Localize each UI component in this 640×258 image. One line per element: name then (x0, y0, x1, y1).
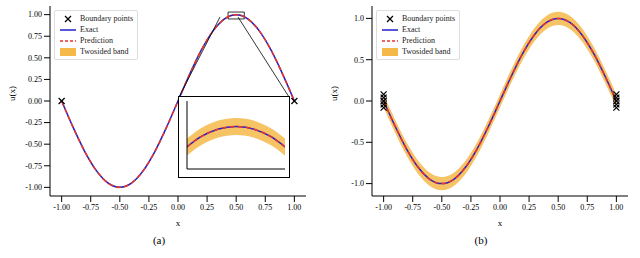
html-text:Boundary points: Boundary points (80, 13, 134, 23)
svg-text:u(x): u(x) (8, 86, 17, 101)
svg-text:0.50: 0.50 (551, 203, 565, 212)
svg-text:0.0: 0.0 (354, 97, 364, 106)
svg-text:-0.75: -0.75 (82, 203, 99, 212)
svg-text:1.00: 1.00 (609, 203, 623, 212)
svg-text:x: x (176, 218, 181, 226)
svg-text:-0.50: -0.50 (433, 203, 450, 212)
svg-text:0.75: 0.75 (28, 32, 42, 41)
svg-text:-1.00: -1.00 (25, 183, 42, 192)
svg-text:0.50: 0.50 (28, 54, 42, 63)
svg-text:0.25: 0.25 (522, 203, 536, 212)
html-text:Prediction: Prediction (80, 35, 113, 45)
svg-text:0.25: 0.25 (28, 75, 42, 84)
html-text:Exact: Exact (402, 24, 421, 34)
svg-text:-0.25: -0.25 (141, 203, 158, 212)
svg-text:1.00: 1.00 (28, 10, 42, 19)
svg-text:x: x (498, 218, 503, 226)
svg-text:0.5: 0.5 (354, 56, 364, 65)
html-text:Prediction: Prediction (402, 35, 435, 45)
svg-text:-0.25: -0.25 (25, 118, 42, 127)
svg-text:0.00: 0.00 (493, 203, 507, 212)
svg-text:0.25: 0.25 (200, 203, 214, 212)
svg-text:1.00: 1.00 (287, 203, 301, 212)
html-text:Twosided band: Twosided band (80, 46, 129, 56)
html-text:Boundary points: Boundary points (402, 13, 456, 23)
svg-text:0.00: 0.00 (171, 203, 185, 212)
svg-text:0.50: 0.50 (229, 203, 243, 212)
svg-text:-0.75: -0.75 (25, 162, 42, 171)
svg-text:-0.50: -0.50 (25, 140, 42, 149)
svg-text:-1.00: -1.00 (53, 203, 70, 212)
svg-text:-0.75: -0.75 (404, 203, 421, 212)
svg-text:0.00: 0.00 (28, 97, 42, 106)
svg-text:-0.50: -0.50 (111, 203, 128, 212)
svg-text:-0.25: -0.25 (463, 203, 480, 212)
html-text:(a): (a) (152, 234, 166, 246)
html-text:(b): (b) (474, 234, 488, 246)
svg-text:-0.5: -0.5 (351, 138, 364, 147)
svg-text:u(x): u(x) (329, 86, 339, 101)
svg-text:-1.0: -1.0 (351, 179, 364, 188)
svg-text:1.0: 1.0 (354, 14, 364, 23)
svg-text:0.75: 0.75 (580, 203, 594, 212)
html-text:Exact: Exact (80, 24, 99, 34)
svg-text:-1.00: -1.00 (375, 203, 392, 212)
html-text:Twosided band: Twosided band (402, 46, 451, 56)
svg-text:0.75: 0.75 (258, 203, 272, 212)
